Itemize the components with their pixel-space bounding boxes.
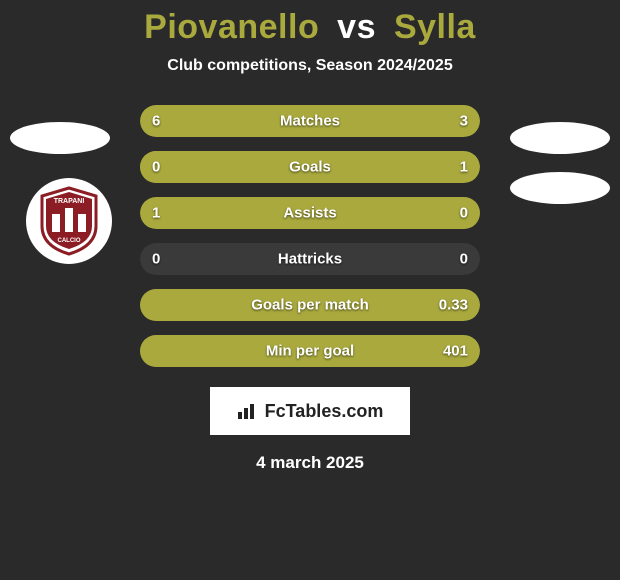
subtitle: Club competitions, Season 2024/2025 [0, 57, 620, 75]
stat-row: Min per goal 401 [140, 335, 480, 367]
stat-label: Goals [289, 159, 331, 176]
stat-value-right: 3 [460, 113, 468, 130]
stat-value-left: 1 [152, 205, 160, 222]
stat-label: Hattricks [278, 251, 342, 268]
page-title: Piovanello vs Sylla [0, 8, 620, 47]
stat-row: Assists 1 0 [140, 197, 480, 229]
stat-row: Goals 0 1 [140, 151, 480, 183]
player2-name: Sylla [394, 8, 476, 46]
player1-ellipse-badge [10, 122, 110, 154]
stat-value-right: 0.33 [439, 297, 468, 314]
stat-value-right: 1 [460, 159, 468, 176]
stat-label: Goals per match [251, 297, 369, 314]
footer-logo: FcTables.com [210, 387, 410, 435]
stat-label: Matches [280, 113, 340, 130]
stat-value-right: 0 [460, 251, 468, 268]
stat-label: Assists [283, 205, 336, 222]
stat-row: Goals per match 0.33 [140, 289, 480, 321]
footer-logo-text: FcTables.com [237, 401, 384, 422]
trapani-crest-icon: TRAPANI CALCIO [38, 186, 100, 256]
stats-list: Matches63Goals01Assists10Hattricks00Goal… [140, 105, 480, 367]
footer-logo-label: FcTables.com [265, 401, 384, 422]
stat-value-right: 401 [443, 343, 468, 360]
player2-ellipse-badge-2 [510, 172, 610, 204]
stat-value-left: 0 [152, 159, 160, 176]
bars-icon [237, 402, 259, 420]
stat-value-left: 0 [152, 251, 160, 268]
player1-club-crest: TRAPANI CALCIO [26, 178, 112, 264]
stat-label: Min per goal [266, 343, 354, 360]
stat-value-right: 0 [460, 205, 468, 222]
svg-text:CALCIO: CALCIO [58, 238, 81, 244]
player1-name: Piovanello [144, 8, 319, 46]
svg-text:TRAPANI: TRAPANI [54, 198, 85, 205]
date-text: 4 march 2025 [0, 453, 620, 473]
stat-value-left: 6 [152, 113, 160, 130]
player2-ellipse-badge-1 [510, 122, 610, 154]
vs-text: vs [337, 8, 376, 46]
comparison-card: Piovanello vs Sylla Club competitions, S… [0, 0, 620, 580]
stat-row: Hattricks 0 0 [140, 243, 480, 275]
stat-row: Matches 6 3 [140, 105, 480, 137]
